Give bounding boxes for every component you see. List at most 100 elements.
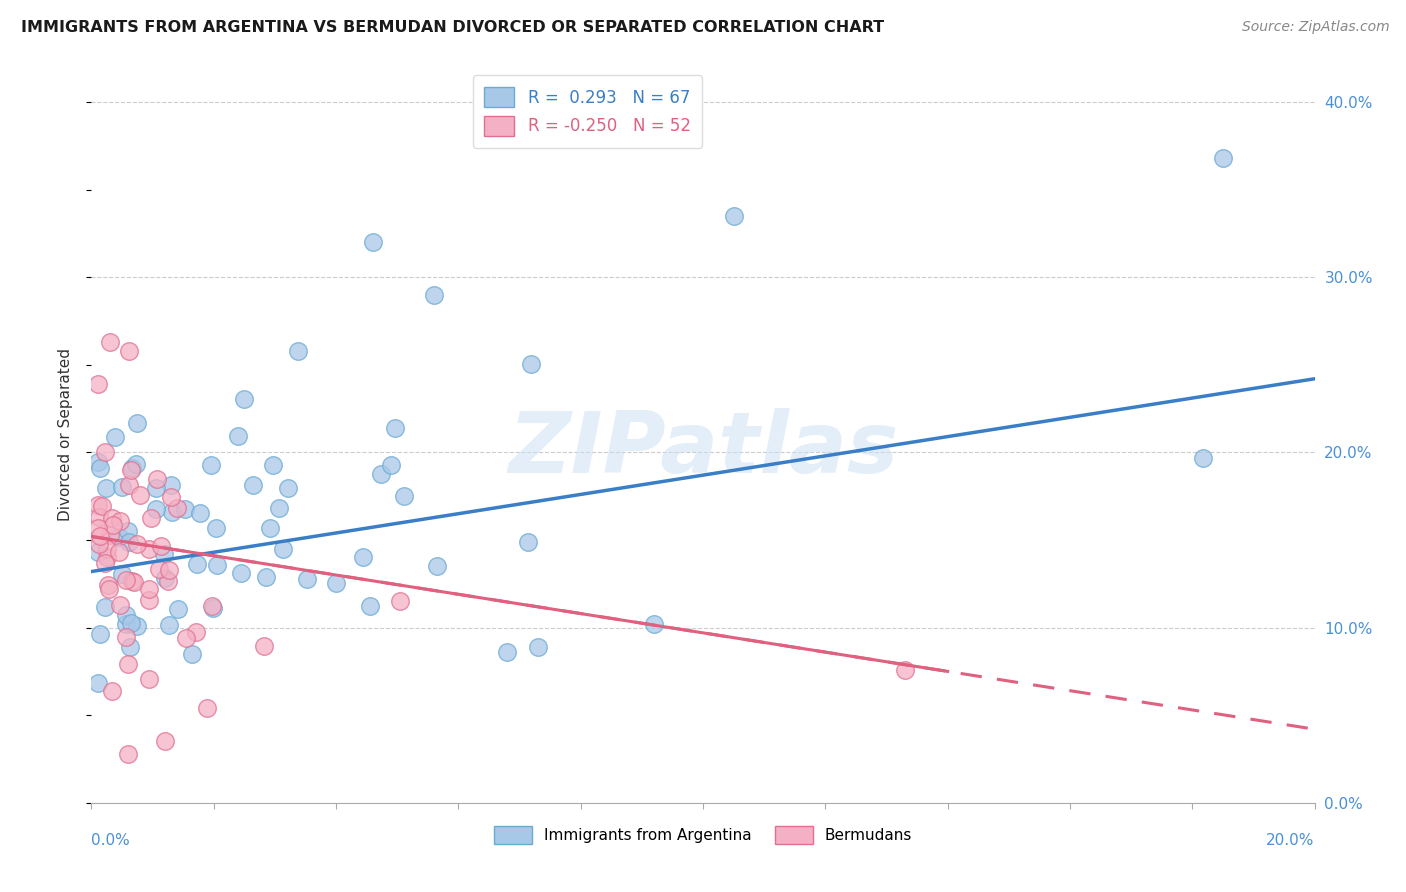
Point	[104, 430, 127, 444]
Point	[101, 683, 124, 698]
Point	[110, 480, 132, 494]
Point	[138, 673, 160, 687]
Point	[117, 524, 139, 539]
Point	[643, 617, 665, 632]
Point	[89, 529, 111, 543]
Point	[86, 545, 108, 559]
Point	[108, 514, 131, 528]
Point	[120, 616, 142, 631]
Point	[108, 598, 131, 612]
Point	[114, 630, 136, 644]
Point	[138, 542, 160, 557]
Point	[226, 429, 249, 443]
Point	[157, 563, 180, 577]
Point	[114, 617, 136, 632]
Point	[145, 502, 167, 516]
Point	[195, 700, 218, 714]
Point	[86, 376, 108, 391]
Point	[111, 566, 134, 581]
Point	[229, 566, 252, 580]
Point	[392, 489, 415, 503]
Point	[188, 506, 211, 520]
Point	[1191, 450, 1213, 465]
Point	[174, 631, 197, 645]
Point	[352, 549, 374, 564]
Point	[139, 511, 162, 525]
Point	[122, 575, 145, 590]
Point	[259, 521, 281, 535]
Point	[160, 505, 183, 519]
Point	[89, 536, 111, 550]
Point	[153, 734, 176, 748]
Point	[380, 458, 402, 472]
Point	[894, 663, 917, 677]
Point	[166, 601, 188, 615]
Point	[388, 594, 411, 608]
Point	[295, 573, 318, 587]
Point	[202, 600, 225, 615]
Point	[148, 562, 170, 576]
Point	[181, 647, 204, 661]
Point	[157, 618, 180, 632]
Point	[117, 747, 139, 761]
Point	[1212, 151, 1234, 165]
Point	[98, 528, 121, 542]
Point	[253, 639, 276, 653]
Point	[200, 458, 222, 472]
Point	[262, 458, 284, 472]
Point	[527, 640, 550, 654]
Point	[125, 416, 148, 430]
Y-axis label: Divorced or Separated: Divorced or Separated	[58, 349, 73, 521]
Point	[271, 542, 294, 557]
Point	[359, 599, 381, 613]
Point	[361, 235, 384, 249]
Point	[96, 481, 118, 495]
Point	[114, 608, 136, 623]
Point	[423, 287, 446, 301]
Point	[115, 573, 138, 587]
Point	[89, 461, 111, 475]
Point	[86, 676, 108, 690]
Point	[233, 392, 256, 407]
Point	[118, 344, 141, 359]
Point	[108, 530, 131, 544]
Point	[519, 357, 541, 371]
Point	[138, 592, 160, 607]
Point	[97, 577, 120, 591]
Point	[108, 544, 131, 558]
Point	[89, 510, 111, 524]
Point	[98, 582, 121, 596]
Point	[153, 571, 176, 585]
Point	[96, 541, 118, 556]
Point	[201, 599, 224, 613]
Text: Source: ZipAtlas.com: Source: ZipAtlas.com	[1241, 20, 1389, 34]
Point	[129, 488, 152, 502]
Text: 20.0%: 20.0%	[1267, 833, 1315, 848]
Point	[516, 535, 538, 549]
Point	[149, 539, 172, 553]
Text: IMMIGRANTS FROM ARGENTINA VS BERMUDAN DIVORCED OR SEPARATED CORRELATION CHART: IMMIGRANTS FROM ARGENTINA VS BERMUDAN DI…	[21, 20, 884, 35]
Legend: Immigrants from Argentina, Bermudans: Immigrants from Argentina, Bermudans	[488, 820, 918, 850]
Point	[121, 461, 143, 475]
Point	[98, 334, 121, 349]
Point	[156, 574, 179, 589]
Point	[370, 467, 392, 481]
Point	[101, 511, 124, 525]
Point	[86, 455, 108, 469]
Point	[174, 501, 197, 516]
Point	[90, 499, 112, 513]
Point	[277, 481, 299, 495]
Text: ZIPatlas: ZIPatlas	[508, 408, 898, 491]
Point	[101, 517, 124, 532]
Point	[146, 472, 169, 486]
Point	[125, 537, 148, 551]
Point	[121, 574, 143, 588]
Point	[426, 559, 449, 574]
Point	[496, 645, 519, 659]
Point	[117, 657, 139, 671]
Point	[120, 640, 142, 655]
Point	[384, 421, 406, 435]
Point	[86, 521, 108, 535]
Point	[145, 481, 167, 495]
Point	[269, 501, 291, 516]
